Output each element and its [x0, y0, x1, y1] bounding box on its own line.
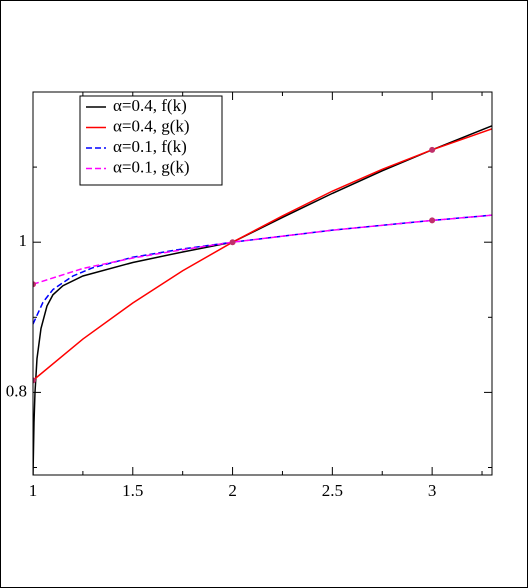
x-tick-label: 3 [428, 481, 437, 500]
y-tick-label: 1 [19, 231, 28, 250]
plot-frame [32, 91, 493, 476]
legend-label: α=0.1, f(k) [113, 137, 187, 156]
series-line [33, 214, 492, 325]
x-tick-label: 2.5 [322, 481, 343, 500]
x-tick-label: 1.5 [122, 481, 143, 500]
plot-area [33, 125, 492, 475]
series-line [33, 128, 492, 381]
x-tick-label: 2 [228, 481, 237, 500]
series-line [33, 125, 492, 475]
series-line [33, 214, 492, 285]
x-tick-label: 1 [29, 481, 38, 500]
data-point [229, 239, 236, 246]
y-tick-label: 0.8 [6, 381, 27, 400]
data-point [33, 281, 36, 288]
legend-box [79, 95, 223, 186]
legend-label: α=0.4, g(k) [113, 116, 190, 135]
legend-label: α=0.1, g(k) [113, 157, 190, 176]
data-point [429, 146, 436, 153]
data-point [429, 217, 436, 224]
legend-label: α=0.4, f(k) [113, 96, 187, 115]
data-point [33, 377, 36, 384]
